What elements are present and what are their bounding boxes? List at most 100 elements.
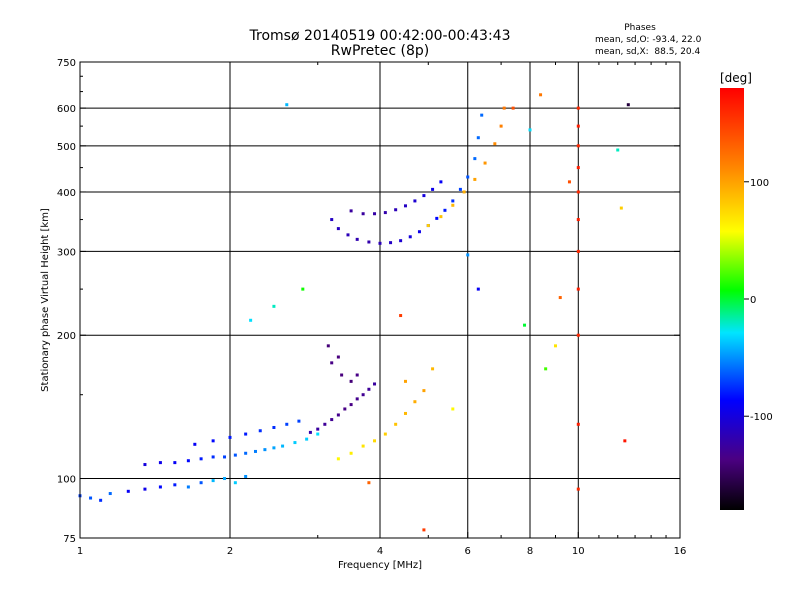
- data-point: [553, 344, 557, 348]
- data-point: [523, 323, 527, 327]
- data-point: [330, 418, 334, 422]
- data-point: [340, 373, 344, 377]
- data-point: [285, 103, 289, 107]
- data-point: [466, 175, 470, 179]
- colorbar-ticks: 100 0 -100: [744, 178, 773, 423]
- data-point: [223, 455, 227, 459]
- y-tick-label: 400: [57, 188, 76, 199]
- data-point: [143, 463, 147, 467]
- data-point: [228, 435, 232, 439]
- data-point: [413, 199, 417, 203]
- data-point: [367, 481, 371, 485]
- data-point: [349, 209, 353, 213]
- data-point: [466, 253, 470, 257]
- data-point: [323, 422, 327, 426]
- data-point: [336, 413, 340, 417]
- y-tick-label: 750: [57, 58, 76, 69]
- data-point: [616, 148, 620, 152]
- data-point: [399, 314, 403, 318]
- data-point: [493, 142, 497, 146]
- data-point: [435, 216, 439, 220]
- data-point: [576, 422, 580, 426]
- data-point: [403, 204, 407, 208]
- data-point: [285, 422, 289, 426]
- colorbar-label: [deg]: [720, 71, 752, 85]
- data-point: [576, 124, 580, 128]
- x-tick-label: 6: [465, 546, 471, 557]
- data-point: [349, 403, 353, 407]
- data-point: [558, 296, 562, 300]
- data-point: [476, 287, 480, 291]
- data-point: [99, 498, 103, 502]
- y-axis-ticks: 75 100 200 300 400 500 600 750: [57, 58, 680, 545]
- data-point: [480, 113, 484, 117]
- data-point: [349, 379, 353, 383]
- data-points: [78, 93, 630, 532]
- data-point: [233, 453, 237, 457]
- data-point: [272, 446, 276, 450]
- data-point: [422, 528, 426, 532]
- data-point: [431, 367, 435, 371]
- data-point: [367, 387, 371, 391]
- data-point: [244, 474, 248, 478]
- data-point: [355, 373, 359, 377]
- data-point: [403, 411, 407, 415]
- data-point: [263, 448, 267, 452]
- data-point: [272, 425, 276, 429]
- y-axis-label: Stationary phase Virtual Height [km]: [40, 208, 51, 392]
- phases-line-o: mean, sd,O: -93.4, 22.0: [595, 35, 702, 45]
- x-tick-label: 4: [377, 546, 383, 557]
- data-point: [330, 361, 334, 365]
- data-point: [539, 93, 543, 97]
- data-point: [373, 212, 377, 216]
- data-point: [349, 451, 353, 455]
- data-point: [576, 106, 580, 110]
- data-point: [511, 106, 515, 110]
- data-point: [244, 451, 248, 455]
- data-point: [199, 481, 203, 485]
- x-tick-label: 10: [572, 546, 585, 557]
- data-point: [394, 208, 398, 212]
- data-point: [451, 199, 455, 203]
- x-tick-label: 2: [227, 546, 233, 557]
- x-tick-label: 1: [77, 546, 83, 557]
- data-point: [383, 432, 387, 436]
- colorbar-tick-label: 100: [750, 178, 769, 189]
- data-point: [143, 487, 147, 491]
- data-point: [244, 432, 248, 436]
- data-point: [378, 241, 382, 245]
- chart-title-line2: RwPretec (8p): [331, 43, 429, 59]
- data-point: [567, 180, 571, 184]
- data-point: [389, 241, 393, 245]
- data-point: [193, 442, 197, 446]
- data-point: [186, 459, 190, 463]
- colorbar-tick-label: -100: [750, 412, 773, 423]
- data-point: [394, 422, 398, 426]
- data-point: [173, 461, 177, 465]
- x-axis-ticks: 1 2 4 6 8 10 16: [77, 62, 686, 557]
- data-point: [126, 489, 130, 493]
- data-point: [451, 203, 455, 207]
- data-point: [431, 187, 435, 191]
- data-point: [253, 449, 257, 453]
- data-point: [417, 230, 421, 234]
- data-point: [576, 249, 580, 253]
- data-point: [308, 430, 312, 434]
- data-point: [272, 304, 276, 308]
- data-point: [336, 457, 340, 461]
- data-point: [301, 287, 305, 291]
- data-point: [576, 166, 580, 170]
- data-point: [623, 439, 627, 443]
- data-point: [528, 128, 532, 132]
- data-point: [343, 407, 347, 411]
- data-point: [223, 477, 227, 481]
- data-point: [422, 194, 426, 198]
- data-point: [626, 103, 630, 107]
- data-point: [373, 382, 377, 386]
- data-point: [544, 367, 548, 371]
- data-point: [426, 224, 430, 228]
- data-point: [330, 218, 334, 222]
- data-point: [281, 444, 285, 448]
